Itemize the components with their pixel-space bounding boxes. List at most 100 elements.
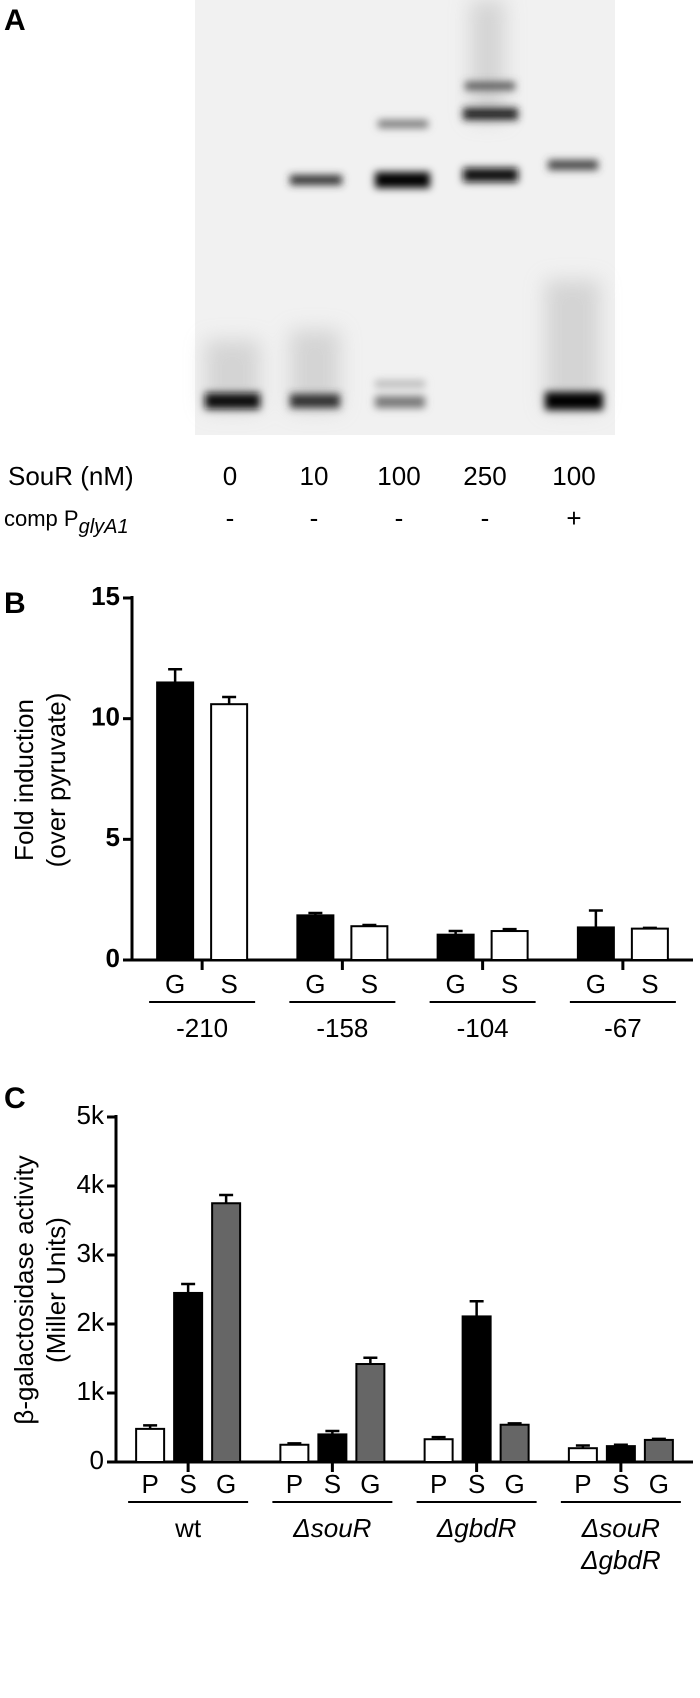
comp-label: comp PglyA1	[4, 506, 129, 538]
bar	[423, 1438, 454, 1463]
panel-label: C	[4, 1082, 26, 1115]
bar	[211, 1202, 242, 1463]
bar-sublabel: P	[141, 1469, 158, 1499]
group-label: ΔgbdR	[580, 1545, 661, 1575]
bar-sublabel: G	[649, 1469, 669, 1499]
error-bar	[469, 1299, 484, 1317]
error-bar	[588, 909, 603, 928]
y-tick-label: 5k	[77, 1100, 105, 1130]
error-bar	[651, 1437, 666, 1441]
error-bar	[431, 1435, 446, 1440]
bar-sublabel: P	[574, 1469, 591, 1499]
bar	[436, 933, 475, 961]
group-label: wt	[174, 1513, 202, 1543]
error-bar	[325, 1429, 340, 1435]
bar-sublabel: S	[641, 969, 658, 999]
y-tick-label: 3k	[77, 1238, 105, 1268]
y-axis-label: (Miller Units)	[41, 1217, 71, 1363]
group-label: -210	[176, 1013, 228, 1043]
competitor: -	[310, 503, 319, 533]
competitor: -	[481, 503, 490, 533]
error-bar	[575, 1444, 590, 1449]
bar-sublabel: G	[360, 1469, 380, 1499]
group-label: -104	[457, 1013, 509, 1043]
bar	[355, 1363, 386, 1464]
bar	[279, 1443, 310, 1463]
group-label: ΔsouR	[292, 1513, 371, 1543]
comp-subscript: glyA1	[79, 516, 129, 538]
y-tick-label: 15	[91, 581, 120, 611]
bar	[156, 681, 195, 961]
bar-sublabel: G	[165, 969, 185, 999]
competitor: +	[566, 503, 581, 533]
bar-sublabel: G	[216, 1469, 236, 1499]
error-bar	[222, 695, 237, 705]
bar	[499, 1423, 530, 1463]
error-bar	[507, 1422, 522, 1425]
concentration: 100	[377, 461, 420, 491]
bar	[576, 926, 615, 961]
bar-sublabel: S	[612, 1469, 629, 1499]
conc-label: SouR (nM)	[8, 461, 134, 491]
concentration: 250	[463, 461, 506, 491]
y-tick-label: 1k	[77, 1376, 105, 1406]
bar	[490, 930, 529, 961]
bar	[643, 1438, 674, 1464]
error-bar	[448, 929, 463, 935]
bar	[461, 1315, 492, 1464]
bar-sublabel: S	[324, 1469, 341, 1499]
concentration: 10	[300, 461, 329, 491]
y-tick-label: 5	[106, 822, 120, 852]
y-axis-label: β-galactosidase activity	[9, 1155, 39, 1424]
bar-sublabel: S	[361, 969, 378, 999]
bar-sublabel: S	[468, 1469, 485, 1499]
y-axis-label: (over pyruvate)	[41, 693, 71, 868]
error-bar	[287, 1442, 302, 1445]
bar-sublabel: S	[501, 969, 518, 999]
y-tick-label: 2k	[77, 1307, 105, 1337]
gel-image	[195, 0, 615, 435]
bar	[605, 1445, 636, 1464]
competitor: -	[395, 503, 404, 533]
error-bar	[308, 911, 323, 916]
error-bar	[362, 923, 377, 927]
error-bar	[219, 1193, 234, 1204]
y-axis-label: Fold induction	[9, 699, 39, 861]
panel-label: B	[4, 587, 26, 620]
concentration: 0	[223, 461, 237, 491]
competitor: -	[226, 503, 235, 533]
bar	[173, 1291, 204, 1463]
group-label: ΔsouR	[581, 1513, 660, 1543]
group-label: -158	[316, 1013, 368, 1043]
bar-sublabel: G	[446, 969, 466, 999]
y-tick-label: 4k	[77, 1169, 105, 1199]
bar-sublabel: G	[586, 969, 606, 999]
concentration: 100	[552, 461, 595, 491]
error-bar	[363, 1356, 378, 1365]
bar	[317, 1433, 348, 1464]
bar-sublabel: P	[430, 1469, 447, 1499]
bar-sublabel: G	[505, 1469, 525, 1499]
error-bar	[143, 1424, 158, 1429]
y-tick-label: 0	[90, 1445, 104, 1475]
error-bar	[168, 667, 183, 683]
bar-sublabel: S	[179, 1469, 196, 1499]
bar	[135, 1427, 166, 1464]
panel-label: A	[4, 4, 26, 37]
bar	[296, 914, 335, 961]
bar	[630, 927, 669, 961]
bar	[350, 925, 389, 961]
error-bar	[502, 927, 517, 932]
bar-sublabel: P	[286, 1469, 303, 1499]
y-tick-label: 10	[91, 702, 120, 732]
error-bar	[642, 926, 657, 930]
group-label: ΔgbdR	[436, 1513, 517, 1543]
error-bar	[181, 1282, 196, 1293]
error-bar	[613, 1443, 628, 1447]
bar	[210, 703, 249, 961]
bar-sublabel: G	[305, 969, 325, 999]
comp-text: comp P	[4, 506, 79, 531]
bar-sublabel: S	[220, 969, 237, 999]
